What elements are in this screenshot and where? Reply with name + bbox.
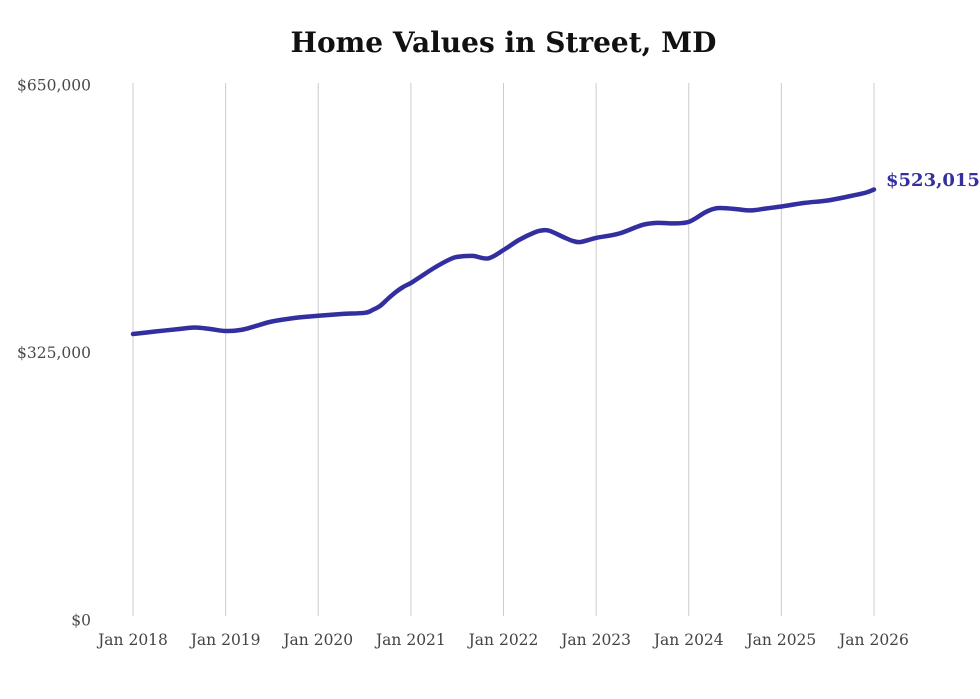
x-axis-tick-label: Jan 2018 (96, 631, 168, 649)
chart-title: Home Values in Street, MD (290, 26, 717, 59)
x-axis-tick-label: Jan 2023 (559, 631, 631, 649)
y-axis-tick-label: $0 (71, 612, 91, 630)
x-axis-tick-label: Jan 2022 (467, 631, 539, 649)
x-axis-tick-label: Jan 2025 (744, 631, 816, 649)
x-axis-tick-label: Jan 2020 (281, 631, 353, 649)
x-axis-tick-label: Jan 2019 (189, 631, 261, 649)
x-axis-tick-label: Jan 2021 (374, 631, 446, 649)
y-axis-tick-label: $325,000 (17, 344, 91, 362)
x-axis-tick-label: Jan 2026 (837, 631, 909, 649)
x-axis-tick-label: Jan 2024 (652, 631, 724, 649)
end-value-label: $523,015 (886, 170, 980, 191)
y-axis-tick-label: $650,000 (17, 77, 91, 95)
home-values-line (130, 187, 877, 337)
